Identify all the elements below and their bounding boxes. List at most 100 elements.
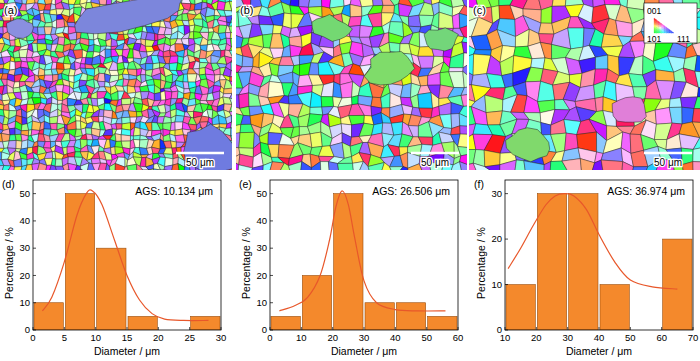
grain: [32, 40, 38, 44]
grain: [230, 14, 232, 23]
x-tick: [33, 327, 34, 330]
grain: [200, 116, 209, 122]
bar: [365, 303, 394, 330]
grain: [513, 82, 527, 96]
x-tick-label: 0: [30, 332, 35, 343]
grain: [200, 27, 209, 32]
ipf-key-cell: [654, 27, 657, 29]
grain: [61, 2, 70, 10]
grain: [94, 45, 101, 53]
grain: [524, 161, 544, 170]
annotation: AGS: 10.134 μm: [135, 185, 213, 197]
grain: [98, 146, 104, 152]
grain: [21, 140, 28, 149]
grain: [175, 135, 185, 143]
grain: [485, 165, 500, 170]
ipf-key-cell: [657, 26, 660, 28]
grain: [428, 73, 441, 86]
ebsd-map: [236, 0, 467, 170]
grain: [248, 16, 260, 25]
grain: [308, 0, 322, 7]
ipf-key-cell: [657, 31, 660, 33]
grain: [226, 122, 232, 129]
grain: [238, 67, 253, 73]
grain: [121, 98, 131, 105]
grain: [155, 34, 158, 41]
grain: [551, 120, 567, 135]
grain: [218, 115, 227, 124]
grain: [526, 67, 544, 82]
grain: [133, 135, 140, 140]
grain: [578, 17, 595, 29]
plot-area: [271, 191, 457, 330]
grain: [410, 95, 419, 109]
grain: [538, 81, 555, 101]
grain: [56, 63, 64, 70]
grain: [694, 97, 700, 109]
grain: [461, 86, 467, 96]
ipf-key-cell: [672, 31, 675, 33]
grain: [439, 12, 454, 28]
grain: [69, 170, 77, 171]
grain: [98, 38, 107, 46]
grain: [682, 162, 693, 170]
y-axis-label: Percentage / %: [3, 227, 15, 299]
ipf-key-cell: [662, 29, 665, 31]
grain: [81, 169, 87, 170]
bar: [128, 316, 157, 330]
grain: [14, 159, 22, 167]
grain: [170, 122, 175, 131]
grain: [601, 160, 623, 170]
grain: [91, 109, 100, 117]
grain: [74, 147, 81, 152]
grain: [21, 91, 29, 100]
ipf-key-cell: [662, 31, 665, 33]
ipf-key-cell: [659, 31, 662, 33]
grain: [283, 13, 292, 28]
grain: [98, 103, 105, 110]
grain: [154, 169, 161, 170]
grain: [163, 50, 170, 57]
grain: [0, 92, 2, 100]
grain: [258, 82, 269, 98]
x-tick-label: 30: [216, 332, 227, 343]
grain: [248, 165, 263, 170]
grain: [602, 0, 621, 5]
x-tick-label: 5: [62, 332, 67, 343]
bar: [271, 316, 300, 330]
ipf-key-cell: [662, 27, 665, 29]
grain: [163, 134, 170, 142]
ipf-key-cell: [659, 26, 662, 28]
grain: [418, 93, 433, 109]
grain: [471, 107, 488, 125]
grain: [206, 55, 211, 63]
grain: [37, 163, 46, 170]
grain: [230, 45, 233, 50]
grain: [169, 56, 178, 64]
ipf-key-cell: [657, 20, 660, 22]
ebsd-map: [0, 0, 232, 170]
grain: [104, 139, 111, 148]
grain: [449, 53, 464, 68]
grain: [31, 86, 40, 93]
ipf-key-cell: [654, 18, 657, 20]
grain: [67, 152, 75, 157]
grain: [50, 9, 57, 15]
grain: [487, 55, 502, 75]
grain: [500, 160, 517, 170]
grain: [175, 115, 184, 122]
scale-bar: [411, 152, 459, 155]
grain: [231, 128, 232, 137]
grain: [127, 164, 137, 170]
grain: [146, 131, 152, 137]
grain: [693, 145, 700, 162]
grain: [61, 134, 70, 142]
grain: [236, 53, 243, 67]
grain: [601, 148, 623, 162]
ipf-key-label: 101: [647, 34, 661, 44]
grain: [321, 82, 334, 97]
grain: [0, 69, 3, 74]
grain: [176, 109, 185, 116]
ipf-key-cell: [669, 31, 672, 33]
x-axis-label: Diameter / μm: [94, 345, 160, 357]
